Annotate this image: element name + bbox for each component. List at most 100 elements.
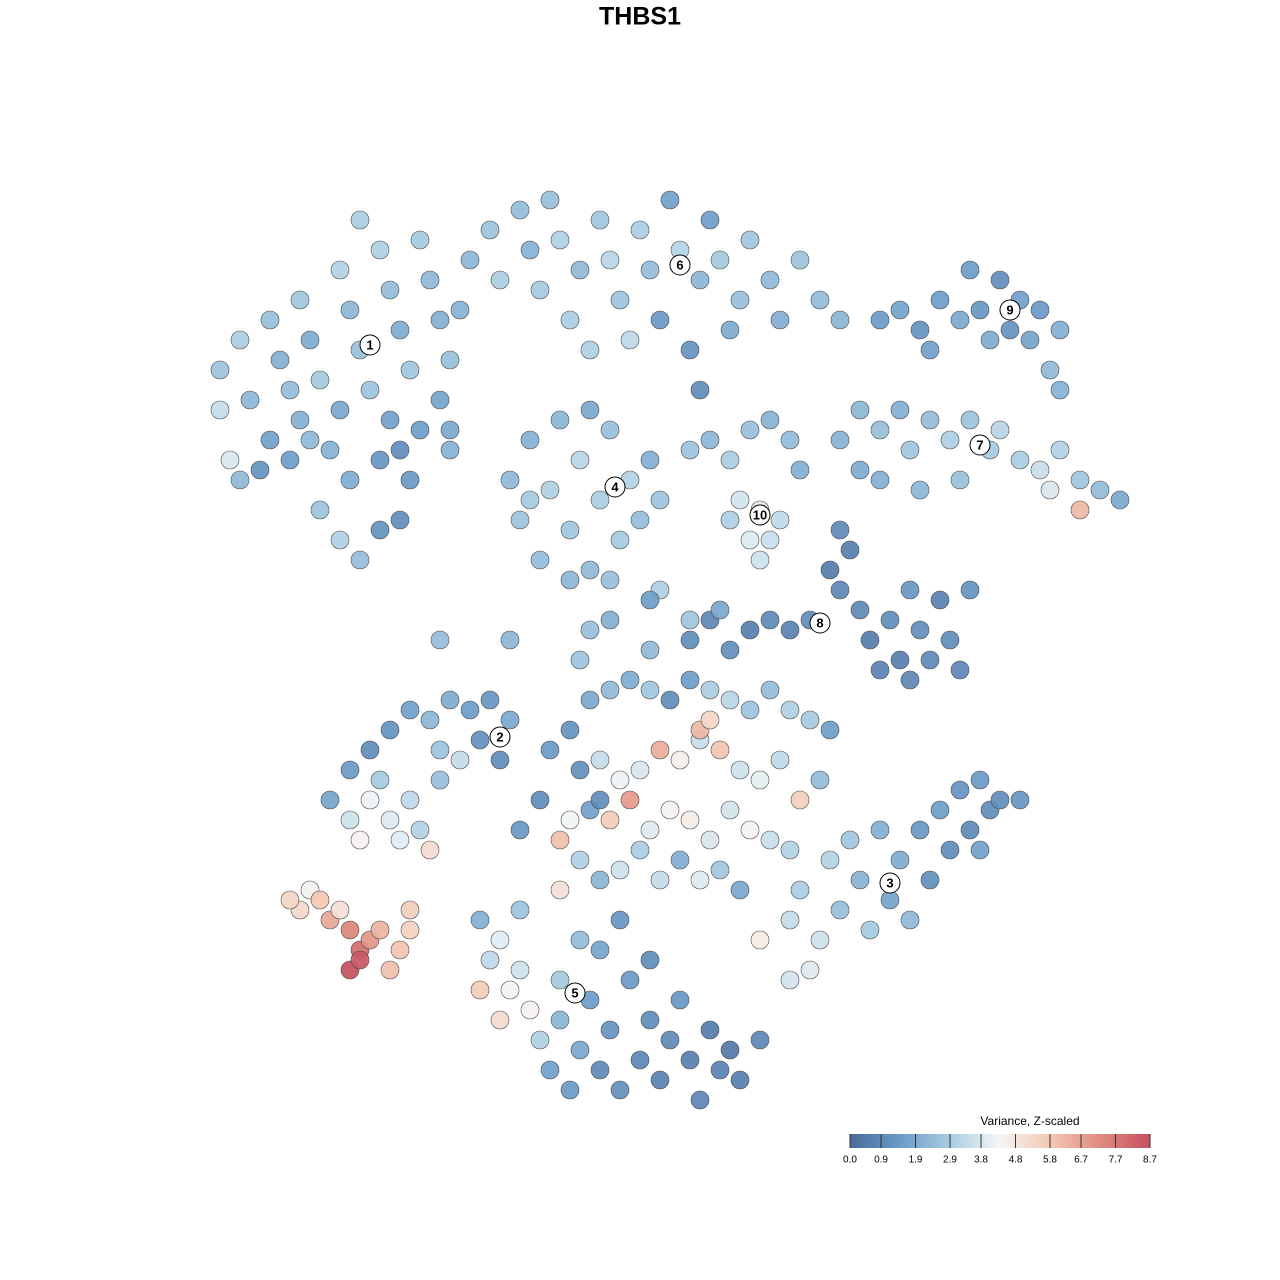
colorbar-tick-label: 1.9 bbox=[909, 1155, 923, 1166]
point bbox=[540, 740, 560, 760]
point bbox=[900, 910, 920, 930]
point bbox=[510, 200, 530, 220]
point bbox=[770, 510, 790, 530]
point bbox=[970, 770, 990, 790]
colorbar-tick-label: 8.7 bbox=[1143, 1155, 1157, 1166]
point bbox=[620, 670, 640, 690]
point bbox=[880, 610, 900, 630]
point bbox=[380, 960, 400, 980]
point bbox=[940, 630, 960, 650]
point bbox=[900, 440, 920, 460]
point bbox=[930, 290, 950, 310]
point bbox=[400, 790, 420, 810]
point bbox=[620, 790, 640, 810]
point bbox=[1040, 480, 1060, 500]
point bbox=[700, 680, 720, 700]
point bbox=[850, 600, 870, 620]
point bbox=[400, 700, 420, 720]
point bbox=[660, 800, 680, 820]
point bbox=[560, 810, 580, 830]
point bbox=[710, 1060, 730, 1080]
cluster-label: 8 bbox=[816, 615, 823, 630]
point bbox=[850, 400, 870, 420]
colorbar-tick-label: 0.0 bbox=[843, 1155, 857, 1166]
point bbox=[650, 310, 670, 330]
point bbox=[710, 600, 730, 620]
point bbox=[720, 320, 740, 340]
point bbox=[640, 680, 660, 700]
point bbox=[630, 510, 650, 530]
point bbox=[610, 290, 630, 310]
point bbox=[710, 250, 730, 270]
point bbox=[870, 310, 890, 330]
point bbox=[500, 980, 520, 1000]
point bbox=[690, 870, 710, 890]
point bbox=[1110, 490, 1130, 510]
point bbox=[330, 400, 350, 420]
cluster-label: 1 bbox=[366, 337, 373, 352]
cluster-label: 2 bbox=[496, 729, 503, 744]
point bbox=[630, 1050, 650, 1070]
point bbox=[600, 1020, 620, 1040]
point bbox=[560, 570, 580, 590]
point bbox=[350, 950, 370, 970]
point bbox=[940, 840, 960, 860]
point bbox=[890, 650, 910, 670]
point bbox=[500, 630, 520, 650]
point bbox=[590, 1060, 610, 1080]
point bbox=[830, 430, 850, 450]
point bbox=[770, 310, 790, 330]
point bbox=[740, 530, 760, 550]
point bbox=[620, 970, 640, 990]
point bbox=[690, 1090, 710, 1110]
point bbox=[440, 350, 460, 370]
point bbox=[760, 680, 780, 700]
point bbox=[1040, 360, 1060, 380]
point bbox=[920, 650, 940, 670]
point bbox=[1070, 500, 1090, 520]
point bbox=[740, 420, 760, 440]
point bbox=[720, 450, 740, 470]
point bbox=[280, 380, 300, 400]
point bbox=[910, 480, 930, 500]
cluster-label: 10 bbox=[753, 507, 767, 522]
point bbox=[590, 870, 610, 890]
point bbox=[590, 940, 610, 960]
point bbox=[380, 810, 400, 830]
point bbox=[860, 920, 880, 940]
point bbox=[870, 420, 890, 440]
point bbox=[880, 890, 900, 910]
point bbox=[910, 820, 930, 840]
chart-title: THBS1 bbox=[599, 3, 681, 31]
point bbox=[330, 530, 350, 550]
point bbox=[930, 590, 950, 610]
point bbox=[660, 190, 680, 210]
cluster-label: 7 bbox=[976, 437, 983, 452]
point bbox=[820, 560, 840, 580]
point bbox=[440, 690, 460, 710]
point bbox=[760, 830, 780, 850]
point bbox=[460, 250, 480, 270]
point bbox=[1070, 470, 1090, 490]
colorbar-tick-label: 2.9 bbox=[943, 1155, 957, 1166]
cluster-label: 5 bbox=[571, 985, 578, 1000]
point bbox=[740, 820, 760, 840]
point bbox=[480, 950, 500, 970]
point bbox=[490, 750, 510, 770]
cluster-badge bbox=[604, 476, 626, 498]
point bbox=[370, 770, 390, 790]
point bbox=[530, 1030, 550, 1050]
point bbox=[420, 840, 440, 860]
point bbox=[340, 760, 360, 780]
point bbox=[400, 360, 420, 380]
point bbox=[1010, 450, 1030, 470]
point bbox=[560, 520, 580, 540]
point bbox=[470, 980, 490, 1000]
point bbox=[800, 960, 820, 980]
point bbox=[790, 250, 810, 270]
point bbox=[540, 190, 560, 210]
point bbox=[650, 740, 670, 760]
colorbar-tick-label: 0.9 bbox=[874, 1155, 888, 1166]
point bbox=[830, 520, 850, 540]
point bbox=[700, 710, 720, 730]
